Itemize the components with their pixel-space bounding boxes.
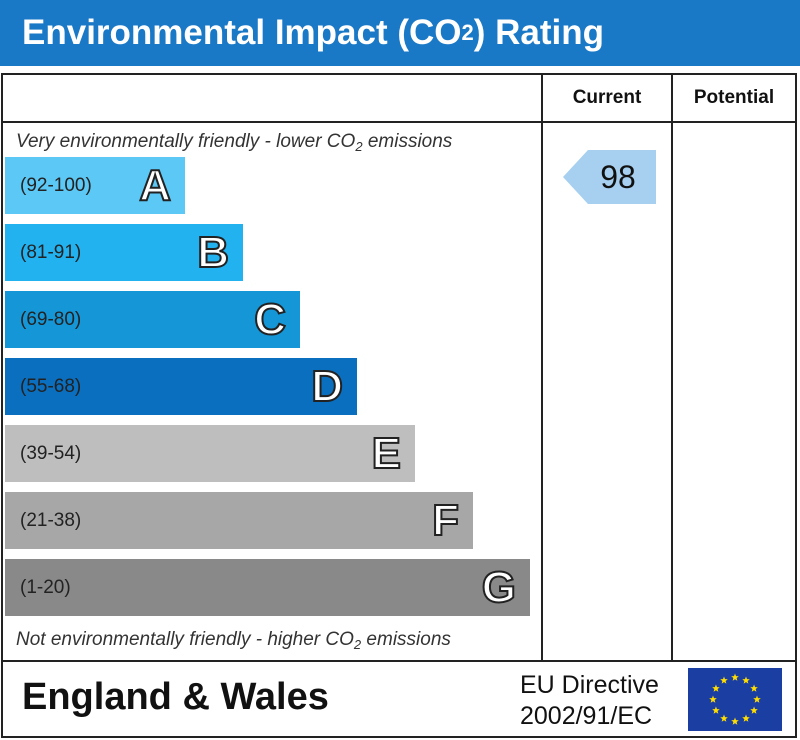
eu-star-icon	[709, 695, 717, 703]
band-letter-label: D	[310, 361, 344, 412]
title-subscript: 2	[461, 20, 474, 45]
eu-star-icon	[750, 706, 758, 714]
band-range-label: (1-20)	[20, 576, 71, 598]
column-header-potential: Potential	[693, 87, 775, 108]
divider-current	[541, 73, 543, 661]
title-prefix: Environmental Impact (CO	[22, 13, 462, 52]
band-d: (55-68) D	[5, 358, 357, 415]
rating-frame	[1, 73, 797, 738]
eu-star-icon	[712, 706, 720, 714]
eu-directive: EU Directive 2002/91/EC	[520, 670, 659, 732]
note-bottom-subscript: 2	[353, 637, 362, 652]
eu-flag-icon	[688, 668, 782, 731]
eu-star-icon	[753, 695, 761, 703]
header-rule	[1, 121, 797, 123]
band-letter-label: C	[253, 294, 287, 345]
column-header-current: Current	[572, 87, 642, 108]
band-range-label: (92-100)	[20, 174, 92, 196]
eu-star-icon	[720, 714, 728, 722]
directive-line-1: EU Directive	[520, 671, 659, 699]
band-range-label: (69-80)	[20, 308, 82, 330]
note-bottom-prefix: Not environmentally friendly - higher CO	[16, 629, 354, 650]
divider-potential	[671, 73, 673, 661]
eu-star-icon	[750, 684, 758, 692]
eu-star-icon	[742, 676, 750, 684]
band-e: (39-54) E	[5, 425, 415, 482]
note-bottom-suffix: emissions	[361, 629, 451, 650]
title-suffix: ) Rating	[473, 13, 605, 52]
band-letter-label: G	[481, 562, 517, 613]
note-top-suffix: emissions	[362, 131, 453, 152]
eu-star-icon	[720, 676, 728, 684]
region-label: England & Wales	[22, 676, 329, 718]
eu-star-icon	[712, 684, 720, 692]
band-letter-label: E	[371, 428, 402, 479]
eu-star-icon	[742, 714, 750, 722]
note-top: Very environmentally friendly - lower CO…	[16, 131, 452, 154]
band-range-label: (55-68)	[20, 375, 82, 397]
band-letter-label: F	[431, 495, 460, 546]
note-top-prefix: Very environmentally friendly - lower CO	[16, 131, 356, 152]
current-rating-value: 98	[600, 158, 636, 195]
eu-star-icon	[731, 673, 739, 681]
band-range-label: (21-38)	[20, 509, 82, 531]
band-b: (81-91) B	[5, 224, 243, 281]
chart-title: Environmental Impact (CO 2) Rating	[0, 0, 800, 66]
band-letter-label: B	[196, 227, 230, 278]
band-c: (69-80) C	[5, 291, 300, 348]
band-a: (92-100) A	[5, 157, 185, 214]
current-rating-arrow	[563, 150, 656, 204]
band-g: (1-20) G	[5, 559, 530, 616]
note-bottom: Not environmentally friendly - higher CO…	[16, 629, 451, 652]
band-letter-label: A	[138, 160, 172, 211]
footer-rule	[1, 660, 797, 662]
note-top-subscript: 2	[355, 139, 363, 154]
band-range-label: (81-91)	[20, 241, 82, 263]
eu-star-icon	[731, 717, 739, 725]
directive-line-2: 2002/91/EC	[520, 702, 653, 730]
band-f: (21-38) F	[5, 492, 473, 549]
band-range-label: (39-54)	[20, 442, 82, 464]
